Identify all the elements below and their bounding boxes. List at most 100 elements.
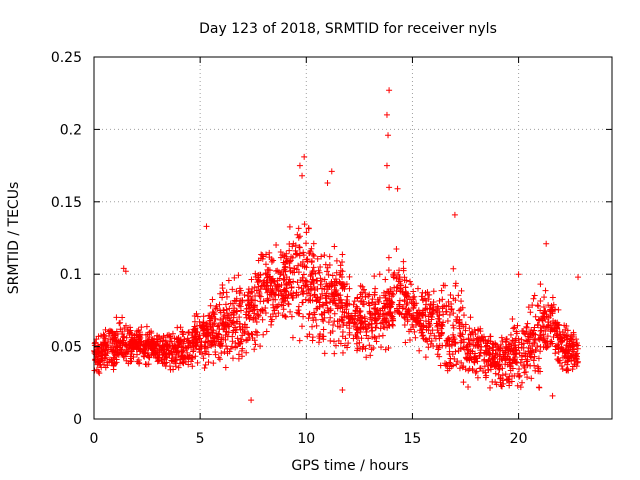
data-point [334, 323, 341, 330]
data-point [209, 339, 216, 346]
data-point [433, 320, 440, 327]
data-point [242, 311, 249, 318]
data-point [268, 258, 275, 265]
data-point [337, 280, 344, 287]
data-point [365, 293, 372, 300]
data-point [332, 342, 339, 349]
data-point [267, 313, 274, 320]
data-point [352, 308, 359, 315]
data-point [257, 286, 264, 293]
data-point [241, 291, 248, 298]
data-point [372, 315, 379, 322]
data-point [502, 350, 509, 357]
data-point [179, 359, 186, 366]
data-point [492, 379, 499, 386]
data-point [303, 278, 310, 285]
data-point [419, 326, 426, 333]
data-point [461, 346, 468, 353]
data-point [510, 325, 517, 332]
data-point [311, 287, 318, 294]
data-point [160, 359, 167, 366]
data-point [402, 288, 409, 295]
data-point [555, 321, 562, 328]
data-point [260, 280, 267, 287]
data-point [406, 336, 413, 343]
data-point [318, 253, 325, 260]
data-point [233, 298, 240, 305]
data-point [320, 326, 327, 333]
data-point [225, 277, 232, 284]
data-point [458, 298, 465, 305]
data-point [297, 233, 304, 240]
data-point [411, 328, 418, 335]
data-point [325, 319, 332, 326]
data-point [532, 367, 539, 374]
data-point [477, 347, 484, 354]
data-point [525, 304, 532, 311]
data-point [492, 363, 499, 370]
data-point [502, 371, 509, 378]
data-point [173, 349, 180, 356]
data-point [395, 271, 402, 278]
data-point [123, 346, 130, 353]
data-point [354, 316, 361, 323]
data-point [466, 325, 473, 332]
data-point [204, 326, 211, 333]
data-point [537, 343, 544, 350]
data-point [251, 346, 258, 353]
data-point [217, 316, 224, 323]
data-point [330, 322, 337, 329]
data-point [561, 334, 568, 341]
data-point [302, 282, 309, 289]
data-point [561, 322, 568, 329]
data-point [366, 342, 373, 349]
data-point [163, 354, 170, 361]
data-point [518, 336, 525, 343]
data-point [305, 225, 312, 232]
chart-title: Day 123 of 2018, SRMTID for receiver nyl… [199, 21, 497, 37]
data-point [300, 271, 307, 278]
x-tick-label: 0 [90, 431, 99, 447]
x-tick-labels: 0 5 10 15 20 [90, 431, 528, 447]
data-point [285, 291, 292, 298]
data-point [138, 324, 145, 331]
data-point [260, 253, 267, 260]
data-point [426, 305, 433, 312]
data-point [335, 297, 342, 304]
data-point [254, 306, 261, 313]
data-point [122, 322, 129, 329]
data-point [554, 326, 561, 333]
data-point [226, 348, 233, 355]
data-point [202, 361, 209, 368]
data-point [106, 358, 113, 365]
data-point [299, 172, 306, 179]
data-point [460, 363, 467, 370]
data-point [494, 352, 501, 359]
data-point [270, 290, 277, 297]
data-point [564, 327, 571, 334]
data-point [448, 306, 455, 313]
data-point [471, 326, 478, 333]
data-point [456, 332, 463, 339]
data-point [196, 318, 203, 325]
data-point [267, 277, 274, 284]
data-point [279, 252, 286, 259]
data-point [200, 313, 207, 320]
data-point [295, 284, 302, 291]
data-point [507, 331, 514, 338]
data-point [437, 362, 444, 369]
data-point [281, 286, 288, 293]
data-point [247, 314, 254, 321]
data-point [296, 252, 303, 259]
data-point [270, 257, 277, 264]
data-point [362, 290, 369, 297]
data-point [482, 374, 489, 381]
data-point [238, 338, 245, 345]
data-point [319, 290, 326, 297]
data-point [359, 283, 366, 290]
data-point [221, 348, 228, 355]
data-point [300, 249, 307, 256]
data-point [252, 292, 259, 299]
data-point [259, 308, 266, 315]
data-point [154, 358, 161, 365]
